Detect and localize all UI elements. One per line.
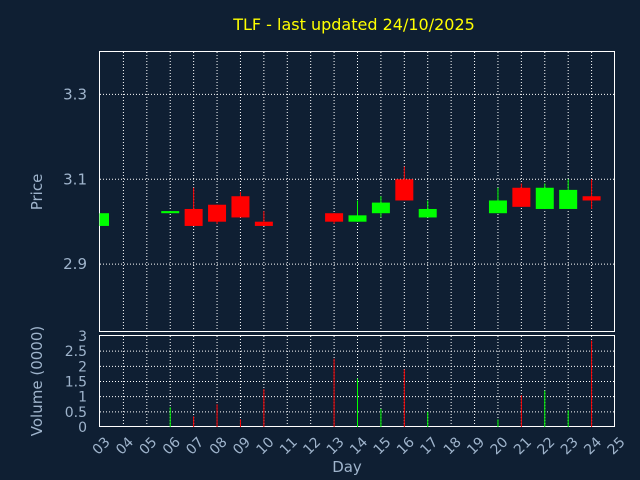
candle-body (231, 196, 250, 218)
volume-y-tick-label: 2 (78, 359, 87, 375)
candle-body (559, 189, 578, 209)
candle-body (535, 187, 554, 209)
candle-07 (184, 187, 203, 226)
candle-body (325, 213, 344, 222)
candle-16 (395, 166, 414, 201)
x-axis-ticks: 03 04 05 06 07 08 09 10 11 12 13 14 15 16 17 18 19 20 21 22… (90, 434, 629, 458)
volume-bars (169, 340, 593, 427)
candle-body (371, 202, 390, 214)
candle-body (254, 221, 273, 226)
candle-body (161, 211, 180, 214)
x-axis-label: Day (332, 458, 362, 476)
volume-y-ticks: 00.511.522.53 (65, 329, 87, 436)
chart-title: TLF - last updated 24/10/2025 (232, 15, 475, 34)
candle-23 (559, 179, 578, 209)
x-tick-label: 20 (488, 434, 512, 458)
price-y-tick-label: 3.1 (63, 170, 87, 188)
x-tick-label: 03 (90, 434, 114, 458)
price-grid (100, 52, 615, 332)
candle-21 (512, 183, 531, 207)
x-tick-label: 08 (207, 434, 231, 458)
x-tick-label: 04 (113, 434, 137, 458)
candle-body (100, 213, 109, 226)
x-tick-label: 17 (417, 434, 441, 458)
candle-17 (418, 200, 437, 218)
x-tick-label: 24 (581, 434, 605, 458)
x-tick-label: 19 (464, 434, 488, 458)
candle-09 (231, 192, 250, 218)
x-tick-label: 11 (277, 434, 301, 458)
candle-body (418, 208, 437, 218)
candle-body (348, 215, 367, 222)
volume-y-tick-label: 1.5 (65, 375, 87, 391)
price-y-tick-label: 2.9 (63, 255, 87, 273)
x-tick-label: 07 (183, 434, 207, 458)
x-tick-label: 22 (534, 434, 558, 458)
volume-y-tick-label: 2.5 (65, 344, 87, 360)
x-tick-label: 21 (511, 434, 535, 458)
candle-06 (161, 211, 180, 214)
candle-10 (254, 211, 273, 226)
price-y-tick-label: 3.3 (63, 85, 87, 103)
x-tick-label: 18 (441, 434, 465, 458)
candle-body (208, 204, 227, 222)
candle-body (512, 187, 531, 207)
candle-body (488, 200, 507, 214)
volume-y-tick-label: 0.5 (65, 405, 87, 421)
x-tick-label: 06 (160, 434, 184, 458)
candles (99, 166, 601, 226)
volume-axis-label: Volume (0000) (28, 326, 46, 436)
x-tick-label: 16 (394, 434, 418, 458)
price-axis-label: Price (28, 174, 46, 211)
candle-body (582, 196, 601, 201)
candle-22 (535, 183, 554, 209)
candle-24 (582, 179, 601, 209)
x-tick-label: 10 (254, 434, 278, 458)
x-tick-label: 25 (605, 434, 629, 458)
x-tick-label: 13 (324, 434, 348, 458)
candle-08 (208, 204, 227, 224)
volume-y-tick-label: 3 (78, 329, 87, 345)
candle-15 (371, 196, 390, 218)
x-tick-label: 15 (371, 434, 395, 458)
x-tick-label: 09 (230, 434, 254, 458)
volume-y-tick-label: 1 (78, 390, 87, 406)
x-tick-label: 05 (137, 434, 161, 458)
candle-20 (488, 187, 507, 214)
x-tick-label: 12 (300, 434, 324, 458)
candle-14 (348, 200, 367, 222)
x-tick-label: 23 (558, 434, 582, 458)
candle-body (395, 179, 414, 201)
candle-13 (325, 213, 344, 224)
volume-y-tick-label: 0 (78, 420, 87, 436)
candle-03 (99, 213, 109, 226)
price-y-ticks: 2.9 3.1 3.3 (63, 85, 87, 273)
candle-body (184, 208, 203, 226)
x-tick-label: 14 (347, 434, 371, 458)
